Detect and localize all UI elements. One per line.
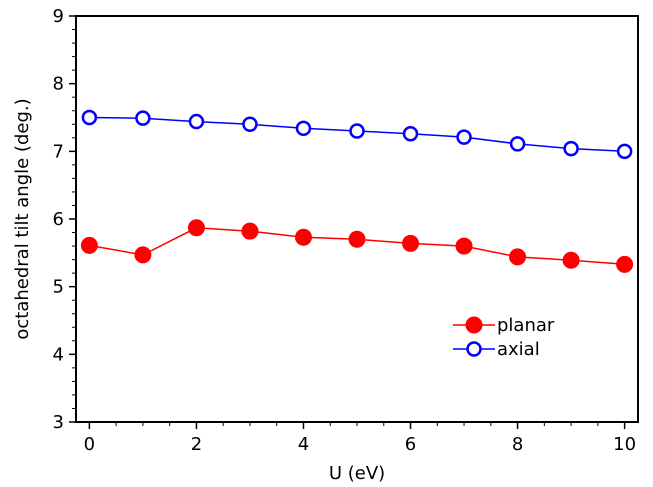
planar-point <box>616 255 634 273</box>
axial-point <box>349 123 365 139</box>
planar-point <box>562 251 580 269</box>
planar-point <box>134 246 152 264</box>
y-tick-label: 9 <box>53 6 64 27</box>
planar-point <box>348 230 366 248</box>
axial-point <box>509 136 526 152</box>
axial-point <box>242 116 258 133</box>
x-axis-label: U (eV) <box>329 463 385 484</box>
x-tick-label: 2 <box>191 434 202 455</box>
axial-point <box>135 110 151 126</box>
y-tick-label: 5 <box>53 277 64 298</box>
plot-frame <box>75 15 639 423</box>
y-tick-label: 8 <box>53 74 64 95</box>
y-axis-label: octahedral tilt angle (deg.) <box>12 98 33 339</box>
planar-point <box>509 248 527 266</box>
axial-point <box>456 129 472 145</box>
axial-point <box>616 143 633 160</box>
planar-point <box>80 236 98 254</box>
axis-ticks: 0 2 4 6 8 10 3 4 5 6 7 8 9 <box>53 6 637 455</box>
x-tick-label: 6 <box>405 434 416 455</box>
axial-point <box>402 125 419 142</box>
y-tick-label: 4 <box>53 344 64 365</box>
series-axial <box>81 109 633 160</box>
x-tick-label: 10 <box>613 434 636 455</box>
x-tick-label: 0 <box>84 434 95 455</box>
planar-point <box>455 237 473 255</box>
axial-point <box>188 113 205 130</box>
legend-marker-planar <box>465 316 483 334</box>
axial-point <box>295 120 312 137</box>
legend: planar axial <box>453 315 555 360</box>
legend-marker-axial <box>466 341 482 357</box>
planar-point <box>241 222 259 240</box>
x-tick-label: 4 <box>298 434 309 455</box>
series-layer <box>80 109 634 273</box>
planar-point <box>294 228 312 246</box>
planar-point <box>187 219 205 237</box>
axial-point <box>81 109 98 126</box>
planar-point <box>402 234 420 252</box>
y-tick-label: 6 <box>53 209 64 230</box>
x-tick-label: 8 <box>512 434 523 455</box>
axial-point <box>563 140 579 157</box>
y-tick-label: 3 <box>53 412 64 433</box>
y-tick-label: 7 <box>53 141 64 162</box>
legend-label-axial: axial <box>497 339 540 360</box>
series-planar <box>80 219 634 273</box>
legend-label-planar: planar <box>497 315 555 336</box>
